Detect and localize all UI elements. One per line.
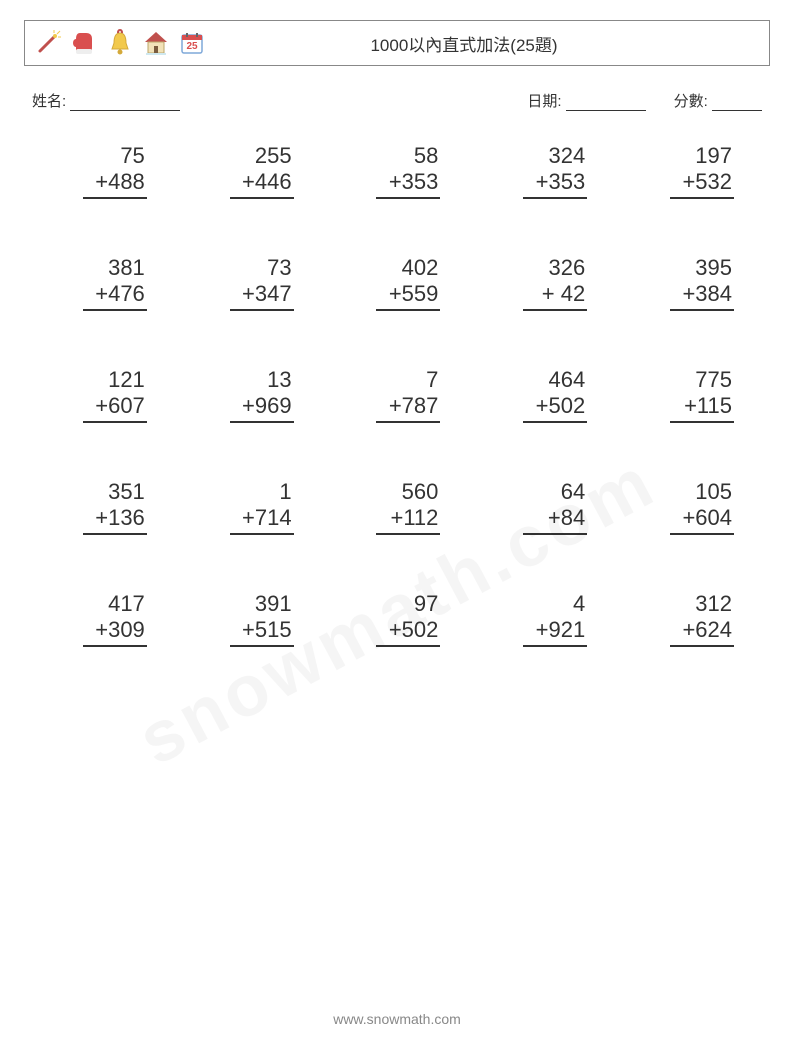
- addition-problem: 417+309: [40, 591, 167, 647]
- top-number: 417: [108, 591, 147, 617]
- top-number: 312: [695, 591, 734, 617]
- top-number: 73: [267, 255, 293, 281]
- info-row: 姓名: 日期: 分數:: [24, 90, 770, 111]
- top-number: 381: [108, 255, 147, 281]
- mitten-icon: [69, 28, 99, 58]
- date-label: 日期:: [527, 93, 561, 110]
- addition-problem: 464+502: [480, 367, 607, 423]
- top-number: 464: [548, 367, 587, 393]
- addend-row: +532: [670, 169, 734, 199]
- top-number: 13: [267, 367, 293, 393]
- top-number: 326: [548, 255, 587, 281]
- score-field: 分數:: [674, 90, 762, 111]
- worksheet-title: 1000以內直式加法(25題): [207, 31, 761, 56]
- addend-row: +136: [83, 505, 147, 535]
- addend-row: +624: [670, 617, 734, 647]
- addition-problem: 324+353: [480, 143, 607, 199]
- addend-row: + 42: [523, 281, 587, 311]
- svg-text:25: 25: [186, 41, 198, 52]
- top-number: 1: [279, 479, 293, 505]
- score-label: 分數:: [674, 93, 708, 110]
- addition-problem: 64+84: [480, 479, 607, 535]
- name-field: 姓名:: [32, 90, 527, 111]
- addition-problem: 560+112: [334, 479, 461, 535]
- addend-row: +84: [523, 505, 587, 535]
- top-number: 402: [402, 255, 441, 281]
- top-number: 7: [426, 367, 440, 393]
- bell-icon: [105, 28, 135, 58]
- top-number: 775: [695, 367, 734, 393]
- addend-row: +969: [230, 393, 294, 423]
- top-number: 255: [255, 143, 294, 169]
- addend-row: +347: [230, 281, 294, 311]
- top-number: 324: [548, 143, 587, 169]
- addition-problem: 312+624: [627, 591, 754, 647]
- problem-grid: 75+488255+44658+353324+353197+532381+476…: [24, 143, 770, 647]
- addition-problem: 402+559: [334, 255, 461, 311]
- worksheet-page: 25 1000以內直式加法(25題) 姓名: 日期: 分數: 75+488255…: [0, 0, 794, 1053]
- calendar-icon: 25: [177, 28, 207, 58]
- addition-problem: 73+347: [187, 255, 314, 311]
- date-field: 日期:: [527, 90, 645, 111]
- addend-row: +921: [523, 617, 587, 647]
- addend-row: +607: [83, 393, 147, 423]
- addend-row: +502: [376, 617, 440, 647]
- top-number: 197: [695, 143, 734, 169]
- addend-row: +476: [83, 281, 147, 311]
- top-number: 351: [108, 479, 147, 505]
- score-blank: [712, 97, 762, 111]
- header-icons: 25: [33, 28, 207, 58]
- addition-problem: 121+607: [40, 367, 167, 423]
- addend-row: +502: [523, 393, 587, 423]
- addend-row: +115: [670, 393, 734, 423]
- date-blank: [566, 97, 646, 111]
- addend-row: +488: [83, 169, 147, 199]
- addend-row: +384: [670, 281, 734, 311]
- addition-problem: 197+532: [627, 143, 754, 199]
- addend-row: +787: [376, 393, 440, 423]
- addition-problem: 105+604: [627, 479, 754, 535]
- top-number: 4: [573, 591, 587, 617]
- top-number: 64: [561, 479, 587, 505]
- top-number: 395: [695, 255, 734, 281]
- addend-row: +353: [523, 169, 587, 199]
- name-label: 姓名:: [32, 93, 66, 110]
- addend-row: +353: [376, 169, 440, 199]
- firecracker-icon: [33, 28, 63, 58]
- addition-problem: 7+787: [334, 367, 461, 423]
- addend-row: +515: [230, 617, 294, 647]
- addition-problem: 351+136: [40, 479, 167, 535]
- addition-problem: 775+115: [627, 367, 754, 423]
- footer-url: www.snowmath.com: [0, 1011, 794, 1027]
- top-number: 121: [108, 367, 147, 393]
- top-number: 97: [414, 591, 440, 617]
- addition-problem: 4+921: [480, 591, 607, 647]
- addition-problem: 97+502: [334, 591, 461, 647]
- addend-row: +309: [83, 617, 147, 647]
- addition-problem: 326+ 42: [480, 255, 607, 311]
- addition-problem: 391+515: [187, 591, 314, 647]
- addition-problem: 75+488: [40, 143, 167, 199]
- header-box: 25 1000以內直式加法(25題): [24, 20, 770, 66]
- top-number: 560: [402, 479, 441, 505]
- addend-row: +604: [670, 505, 734, 535]
- top-number: 75: [120, 143, 146, 169]
- top-number: 391: [255, 591, 294, 617]
- name-blank: [70, 97, 180, 111]
- addend-row: +559: [376, 281, 440, 311]
- addend-row: +112: [376, 505, 440, 535]
- addition-problem: 58+353: [334, 143, 461, 199]
- addition-problem: 1+714: [187, 479, 314, 535]
- addition-problem: 255+446: [187, 143, 314, 199]
- addition-problem: 13+969: [187, 367, 314, 423]
- addition-problem: 381+476: [40, 255, 167, 311]
- house-icon: [141, 28, 171, 58]
- addend-row: +714: [230, 505, 294, 535]
- addend-row: +446: [230, 169, 294, 199]
- top-number: 58: [414, 143, 440, 169]
- top-number: 105: [695, 479, 734, 505]
- addition-problem: 395+384: [627, 255, 754, 311]
